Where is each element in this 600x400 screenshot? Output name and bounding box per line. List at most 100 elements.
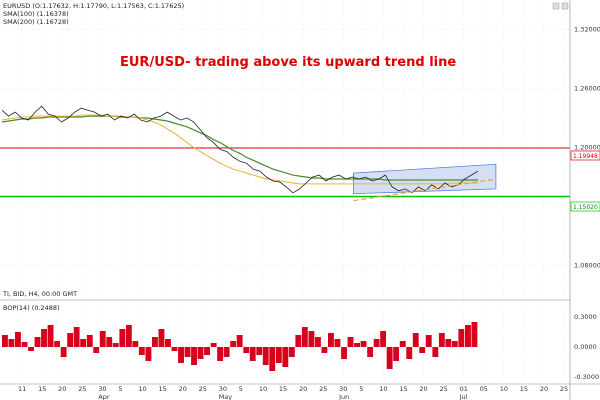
- bop-bar: [145, 347, 152, 361]
- bop-bar: [230, 341, 237, 347]
- x-tick-label: 15: [279, 385, 287, 393]
- bop-bar: [360, 341, 367, 347]
- x-tick-label: 25: [319, 385, 327, 393]
- bop-tick-label: 0.0000: [574, 343, 597, 351]
- bop-histogram: [2, 322, 478, 371]
- bop-bar: [158, 329, 165, 347]
- x-tick-label: 5: [118, 385, 122, 393]
- sma100-legend: SMA(100) (1.16378): [3, 10, 69, 18]
- bop-bar: [236, 335, 243, 347]
- bop-bar: [386, 347, 393, 369]
- bop-bar: [367, 347, 374, 357]
- bop-tick-label: 0.3000: [574, 313, 597, 321]
- x-tick-label: 10: [500, 385, 508, 393]
- grid: [0, 0, 570, 384]
- x-tick-label: 20: [299, 385, 307, 393]
- bop-bar: [249, 347, 256, 361]
- bop-bar: [112, 343, 119, 347]
- bop-bar: [451, 341, 458, 347]
- bop-bar: [191, 347, 197, 365]
- month-label: Jun: [338, 393, 349, 400]
- month-label: Jul: [459, 393, 468, 400]
- bop-bar: [204, 347, 210, 355]
- bop-legend: BOP(14) (0.2488): [3, 304, 60, 312]
- x-tick-label: 20: [179, 385, 187, 393]
- bop-bar: [334, 339, 341, 347]
- bop-bar: [438, 333, 445, 347]
- close-icon[interactable]: [561, 2, 569, 10]
- x-tick-label: 25: [560, 385, 568, 393]
- bop-bar: [73, 327, 80, 347]
- bop-bar: [152, 337, 158, 347]
- bop-bar: [99, 331, 106, 347]
- y-tick-label: 1.32000: [574, 26, 600, 34]
- x-tick-label: 20: [540, 385, 548, 393]
- chart-headline: EUR/USD- trading above its upward trend …: [120, 55, 456, 70]
- bop-bar: [347, 337, 354, 347]
- bop-bar: [93, 347, 100, 353]
- bop-y-axis: 0.3000 0.0000 -0.3000: [574, 313, 599, 381]
- x-tick-label: 11: [18, 385, 26, 393]
- bop-bar: [288, 347, 295, 357]
- x-axis: 11 15 20 25 30 5 10 15 20 25 30 5 10 15 20 25 30 5 10 15 20 2…: [18, 385, 568, 393]
- bop-bar: [119, 329, 126, 347]
- bop-bar: [34, 337, 41, 347]
- bop-bar: [178, 347, 184, 363]
- maximize-icon[interactable]: [552, 2, 560, 10]
- x-tick-label: 15: [159, 385, 167, 393]
- x-tick-label: 05: [480, 385, 488, 393]
- bop-bar: [138, 347, 145, 355]
- x-tick-label: 20: [58, 385, 66, 393]
- bop-bar: [67, 333, 74, 347]
- bop-bar: [425, 335, 432, 347]
- bop-bar: [106, 337, 113, 347]
- support-price-tag: [570, 201, 600, 212]
- bop-bar: [393, 347, 400, 361]
- x-tick-label: 01: [460, 385, 468, 393]
- bop-bar: [2, 335, 8, 347]
- x-tick-label: 25: [78, 385, 86, 393]
- bop-bar: [28, 347, 34, 351]
- x-tick-label: 15: [38, 385, 46, 393]
- bop-bar: [354, 343, 360, 347]
- bop-bar: [269, 347, 276, 371]
- support-price-label: 1.15020: [573, 204, 598, 211]
- bop-bar: [15, 332, 21, 347]
- upward-trend-line: [353, 178, 496, 202]
- bop-bar: [321, 347, 328, 353]
- month-label: Apr: [98, 393, 110, 400]
- bop-tick-label: -0.3000: [574, 373, 599, 381]
- bop-bar: [341, 347, 347, 359]
- bop-bar: [399, 341, 406, 347]
- x-tick-label: 30: [219, 385, 227, 393]
- bop-bar: [80, 339, 87, 347]
- bop-bar: [197, 347, 204, 359]
- bop-bar: [223, 347, 230, 357]
- x-tick-label: 25: [199, 385, 207, 393]
- bop-bar: [47, 325, 54, 347]
- bop-bar: [256, 347, 263, 355]
- bop-bar: [125, 325, 132, 347]
- bop-bar: [21, 342, 28, 347]
- bop-bar: [471, 322, 478, 347]
- x-tick-label: 20: [419, 385, 427, 393]
- x-tick-label: 10: [259, 385, 267, 393]
- bop-bar: [165, 339, 171, 347]
- level-price-tags: 1.19948 1.15020: [570, 150, 600, 212]
- y-tick-label: 1.08000: [574, 262, 600, 270]
- month-label: May: [219, 393, 233, 400]
- x-tick-label: 30: [98, 385, 106, 393]
- bop-bar: [60, 347, 67, 357]
- y-tick-label: 1.20000: [574, 144, 600, 152]
- x-tick-label: 10: [379, 385, 387, 393]
- bop-bar: [210, 343, 217, 347]
- bop-bar: [243, 347, 250, 353]
- bop-bar: [445, 339, 452, 347]
- bop-bar: [412, 333, 419, 347]
- x-tick-label: 25: [440, 385, 448, 393]
- bop-bar: [86, 335, 93, 347]
- bop-bar: [301, 327, 308, 347]
- bop-bar: [380, 331, 387, 347]
- bop-bar: [184, 347, 191, 357]
